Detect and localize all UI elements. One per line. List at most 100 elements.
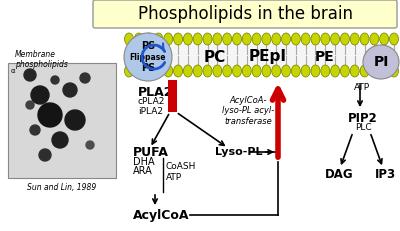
Ellipse shape	[193, 33, 202, 45]
Ellipse shape	[272, 65, 281, 77]
Ellipse shape	[144, 65, 153, 77]
Ellipse shape	[360, 33, 369, 45]
Circle shape	[86, 141, 94, 149]
Ellipse shape	[301, 65, 310, 77]
Ellipse shape	[262, 33, 271, 45]
Text: cPLA2: cPLA2	[138, 97, 165, 106]
Text: Membrane
phospholipids: Membrane phospholipids	[15, 50, 68, 69]
Ellipse shape	[301, 33, 310, 45]
Text: DAG: DAG	[325, 168, 354, 182]
Text: PEpI: PEpI	[249, 49, 287, 64]
Ellipse shape	[124, 65, 134, 77]
Text: α: α	[11, 68, 16, 74]
Text: PLC: PLC	[355, 124, 372, 133]
Text: ATP: ATP	[354, 83, 370, 92]
Text: Sun and Lin, 1989: Sun and Lin, 1989	[27, 183, 97, 192]
Ellipse shape	[242, 65, 251, 77]
Ellipse shape	[203, 33, 212, 45]
Text: ARA: ARA	[133, 166, 153, 176]
Ellipse shape	[282, 33, 290, 45]
Text: PUFA: PUFA	[133, 146, 169, 158]
FancyBboxPatch shape	[93, 0, 397, 28]
Ellipse shape	[340, 33, 350, 45]
Circle shape	[124, 33, 172, 81]
Circle shape	[39, 149, 51, 161]
Circle shape	[26, 101, 34, 109]
Ellipse shape	[134, 33, 143, 45]
Text: Phospholipids in the brain: Phospholipids in the brain	[138, 5, 352, 23]
Ellipse shape	[223, 65, 232, 77]
Ellipse shape	[291, 65, 300, 77]
Text: PI: PI	[373, 55, 389, 69]
Circle shape	[63, 83, 77, 97]
Ellipse shape	[213, 65, 222, 77]
Ellipse shape	[321, 33, 330, 45]
Ellipse shape	[154, 65, 163, 77]
Ellipse shape	[144, 33, 153, 45]
Ellipse shape	[183, 33, 192, 45]
Circle shape	[38, 103, 62, 127]
Ellipse shape	[321, 65, 330, 77]
Ellipse shape	[252, 65, 261, 77]
Text: PS: PS	[141, 41, 155, 51]
Ellipse shape	[331, 65, 340, 77]
Ellipse shape	[183, 65, 192, 77]
Text: IP3: IP3	[375, 168, 396, 182]
Circle shape	[51, 76, 59, 84]
Ellipse shape	[164, 65, 173, 77]
Text: PS: PS	[141, 63, 155, 73]
Bar	[8, 63, 116, 178]
Ellipse shape	[262, 65, 271, 77]
Ellipse shape	[360, 65, 369, 77]
Ellipse shape	[154, 33, 163, 45]
Ellipse shape	[232, 33, 242, 45]
Ellipse shape	[213, 33, 222, 45]
Circle shape	[52, 132, 68, 148]
Bar	[125, 44, 398, 68]
Ellipse shape	[242, 33, 251, 45]
Ellipse shape	[174, 33, 182, 45]
Ellipse shape	[291, 33, 300, 45]
Circle shape	[24, 69, 36, 81]
Ellipse shape	[370, 33, 379, 45]
Text: PE: PE	[315, 50, 335, 64]
Ellipse shape	[350, 33, 359, 45]
Ellipse shape	[282, 65, 290, 77]
Text: PIP2: PIP2	[348, 112, 378, 125]
Bar	[168, 80, 177, 112]
Text: PLA2: PLA2	[138, 85, 174, 98]
Ellipse shape	[340, 65, 350, 77]
Text: PC: PC	[204, 49, 226, 64]
Ellipse shape	[370, 65, 379, 77]
Circle shape	[80, 73, 90, 83]
Ellipse shape	[124, 33, 134, 45]
Ellipse shape	[203, 65, 212, 77]
Text: AcylCoA: AcylCoA	[133, 209, 190, 222]
Ellipse shape	[164, 33, 173, 45]
Ellipse shape	[363, 45, 399, 79]
Ellipse shape	[350, 65, 359, 77]
Text: iPLA2: iPLA2	[138, 106, 163, 116]
Circle shape	[30, 125, 40, 135]
Ellipse shape	[223, 33, 232, 45]
Ellipse shape	[311, 33, 320, 45]
Ellipse shape	[311, 65, 320, 77]
Ellipse shape	[390, 65, 398, 77]
Ellipse shape	[134, 65, 143, 77]
Ellipse shape	[252, 33, 261, 45]
Text: DHA: DHA	[133, 157, 155, 167]
Text: Flippase: Flippase	[130, 52, 166, 61]
Text: Lyso-PL: Lyso-PL	[215, 147, 262, 157]
Ellipse shape	[390, 33, 398, 45]
Ellipse shape	[232, 65, 242, 77]
Ellipse shape	[380, 33, 389, 45]
Text: CoASH
ATP: CoASH ATP	[166, 162, 196, 182]
Ellipse shape	[174, 65, 182, 77]
Ellipse shape	[331, 33, 340, 45]
Text: AcylCoA-
lyso-PL acyl-
transferase: AcylCoA- lyso-PL acyl- transferase	[222, 96, 274, 126]
Circle shape	[65, 110, 85, 130]
Ellipse shape	[193, 65, 202, 77]
Ellipse shape	[380, 65, 389, 77]
Circle shape	[31, 86, 49, 104]
Ellipse shape	[272, 33, 281, 45]
